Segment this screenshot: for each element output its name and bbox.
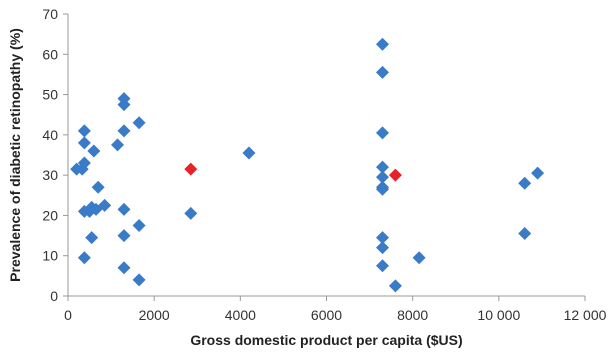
y-tick-label: 10 [42,248,58,264]
data-point [376,231,390,245]
y-tick-label: 20 [42,207,58,223]
data-point [518,227,532,241]
data-point [111,138,125,152]
data-point [376,126,390,140]
data-point [376,241,390,255]
y-tick-label: 30 [42,167,58,183]
data-point [87,144,101,158]
data-point [376,259,390,273]
y-tick-label: 50 [42,87,58,103]
x-tick-label: 8000 [397,307,428,323]
data-point [77,136,91,150]
x-axis-ticks: 0 2000 4000 6000 8000 10 000 12 000 [64,296,607,323]
data-point [98,198,112,212]
data-point [132,116,146,130]
data-point [117,229,131,243]
data-point [531,166,545,180]
data-point [132,273,146,287]
data-point [77,251,91,265]
y-axis-ticks: 0 10 20 30 40 50 60 70 [42,6,68,304]
data-point [376,37,390,51]
data-point [388,279,402,293]
data-point [77,124,91,138]
y-tick-label: 70 [42,6,58,22]
x-tick-label: 2000 [139,307,170,323]
data-point [242,146,256,160]
data-point [376,182,390,196]
x-tick-label: 6000 [311,307,342,323]
data-point [376,160,390,174]
x-tick-label: 10 000 [477,307,520,323]
x-tick-label: 0 [64,307,72,323]
data-point [518,176,532,190]
data-point [117,202,131,216]
data-point [184,206,198,220]
data-point [117,98,131,112]
data-point [85,231,99,245]
data-point [117,124,131,138]
x-axis-title: Gross domestic product per capita ($US) [190,332,462,348]
y-tick-label: 60 [42,46,58,62]
x-tick-label: 12 000 [564,307,607,323]
highlighted-data-point [184,162,198,176]
data-point [376,65,390,79]
y-tick-label: 40 [42,127,58,143]
data-point [132,219,146,232]
data-point [376,170,390,184]
y-tick-label: 0 [50,288,58,304]
data-point [117,261,131,275]
x-tick-label: 4000 [225,307,256,323]
data-point [91,180,105,194]
data-point [77,156,91,170]
data-point [412,251,426,265]
y-axis-title: Prevalence of diabetic retinopathy (%) [7,28,23,282]
data-points [70,37,545,293]
highlighted-data-point [388,168,402,182]
